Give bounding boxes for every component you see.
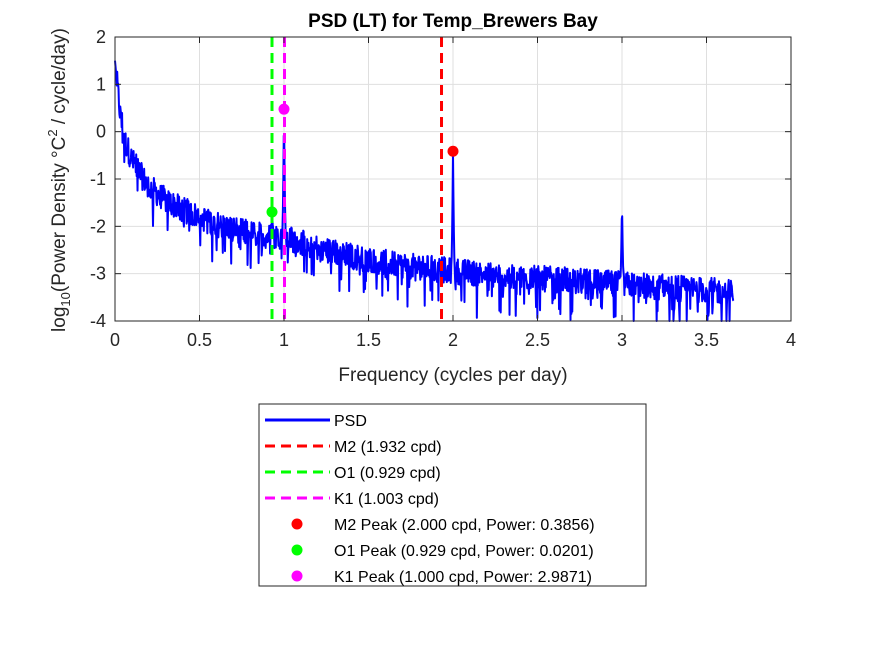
y-tick-label-1: -3 [90, 264, 106, 284]
x-tick-label-3: 1.5 [356, 330, 381, 350]
legend-swatch-5 [291, 544, 303, 556]
y-label-main: (Power Density [49, 158, 70, 292]
series-line-psd [114, 60, 735, 322]
legend-label-3: K1 (1.003 cpd) [334, 491, 439, 508]
y-label-log: log [49, 307, 70, 332]
x-tick-label-7: 3.5 [694, 330, 719, 350]
legend-label-6: K1 Peak (1.000 cpd, Power: 2.9871) [334, 569, 592, 586]
legend-label-2: O1 (0.929 cpd) [334, 465, 441, 482]
y-tick-label-5: 1 [96, 74, 106, 94]
y-axis-label: log10(Power Density °C2 / cycle/day) [45, 28, 73, 332]
chart-title: PSD (LT) for Temp_Brewers Bay [308, 11, 598, 32]
x-tick-label-0: 0 [110, 330, 120, 350]
y-tick-label-3: -1 [90, 169, 106, 189]
y-tick-label-4: 0 [96, 122, 106, 142]
y-tick-label-2: -2 [90, 216, 106, 236]
legend-box [258, 403, 647, 587]
y-label-tail: / cycle/day) [49, 28, 70, 129]
legend-label-1: M2 (1.932 cpd) [334, 439, 442, 456]
x-tick-label-4: 2 [448, 330, 458, 350]
peak-marker-2 [278, 103, 290, 115]
peak-marker-1 [266, 206, 278, 218]
y-label-sub: 10 [58, 292, 73, 306]
y-tick-label-0: -4 [90, 311, 106, 331]
y-label-deg: °C [49, 137, 70, 158]
legend-swatch-4 [291, 518, 303, 530]
x-tick-label-5: 2.5 [525, 330, 550, 350]
legend: PSD M2 (1.932 cpd) O1 (0.929 cpd) K1 (1.003… [258, 403, 647, 587]
plot-area: 0 0.5 1 1.5 2 2.5 3 3.5 4 -4 -3 -2 -1 0 1 2 [90, 27, 796, 350]
y-label-sup: 2 [45, 129, 60, 136]
peak-marker-0 [447, 145, 459, 157]
legend-label-0: PSD [334, 413, 367, 430]
y-tick-label-6: 2 [96, 27, 106, 47]
legend-label-4: M2 Peak (2.000 cpd, Power: 0.3856) [334, 517, 595, 534]
x-tick-label-1: 0.5 [187, 330, 212, 350]
x-tick-label-6: 3 [617, 330, 627, 350]
x-tick-label-2: 1 [279, 330, 289, 350]
legend-swatch-6 [291, 570, 303, 582]
x-tick-label-8: 4 [786, 330, 796, 350]
x-axis-label: Frequency (cycles per day) [338, 365, 567, 386]
legend-label-5: O1 Peak (0.929 cpd, Power: 0.0201) [334, 543, 594, 560]
